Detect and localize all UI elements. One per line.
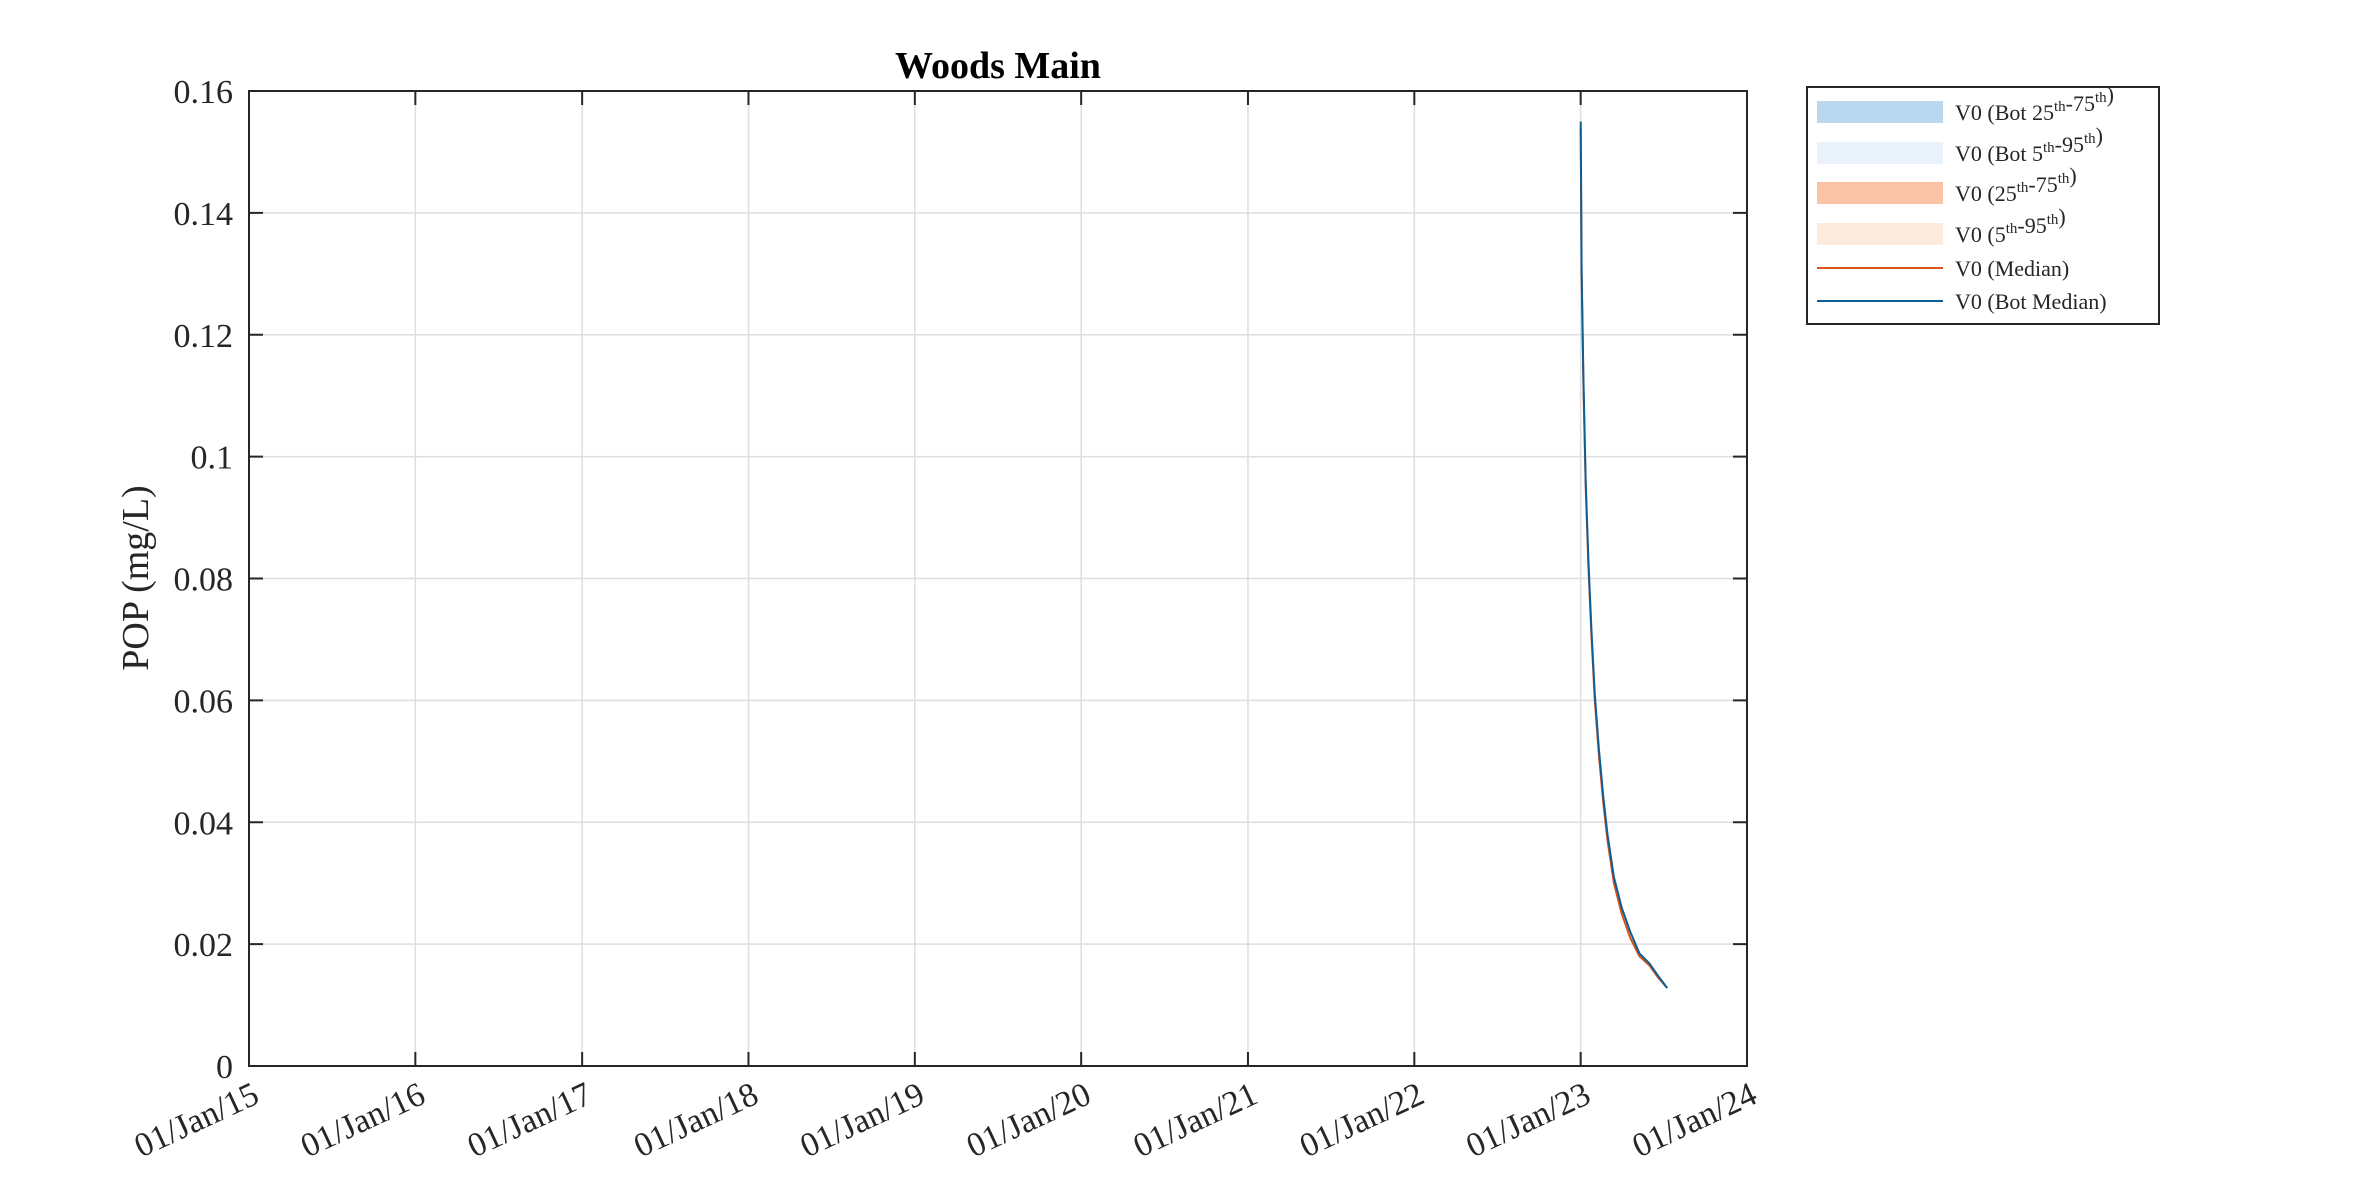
chart-title: Woods Main xyxy=(895,45,1101,87)
plot-series xyxy=(1579,121,1669,989)
y-tick-label: 0.06 xyxy=(174,683,234,720)
y-tick-label: 0.08 xyxy=(174,562,234,599)
y-tick-label: 0.14 xyxy=(174,196,234,233)
y-axis-label: POP (mg/L) xyxy=(115,485,157,670)
y-tick-label: 0.16 xyxy=(174,74,234,111)
legend-label: V0 (Bot Median) xyxy=(1955,289,2107,314)
legend-box xyxy=(1806,86,2160,325)
y-tick-label: 0.04 xyxy=(174,805,234,842)
legend-swatch xyxy=(1817,223,1943,245)
y-tick-label: 0 xyxy=(216,1049,233,1086)
legend-swatch xyxy=(1817,182,1943,204)
legend-label: V0 (Median) xyxy=(1955,256,2069,281)
series-line-v0-bot-median xyxy=(1579,121,1669,989)
legend-swatch xyxy=(1817,142,1943,164)
legend-label: V0 (Bot 25th-75th) xyxy=(1955,82,2114,125)
legend-label: V0 (5th-95th) xyxy=(1955,204,2066,247)
grid xyxy=(249,91,1747,1066)
legend-swatch xyxy=(1817,101,1943,123)
y-tick-label: 0.12 xyxy=(174,318,234,355)
y-tick-label: 0.02 xyxy=(174,927,234,964)
y-tick-label: 0.1 xyxy=(191,440,234,477)
legend: V0 (Bot 25th-75th)V0 (Bot 5th-95th)V0 (2… xyxy=(1806,82,2160,325)
legend-label: V0 (Bot 5th-95th) xyxy=(1955,123,2103,166)
legend-label: V0 (25th-75th) xyxy=(1955,163,2077,206)
